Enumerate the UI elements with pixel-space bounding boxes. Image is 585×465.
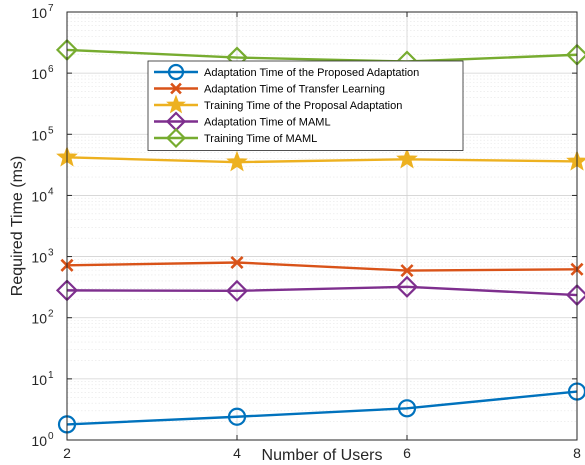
marker-x (230, 255, 244, 270)
x-axis-label: Number of Users (262, 447, 383, 464)
y-tick-exponent: 1 (48, 370, 54, 381)
legend-label: Adaptation Time of the Proposed Adaptati… (204, 67, 419, 79)
legend-label: Training Time of the Proposal Adaptation (204, 100, 402, 112)
y-tick-label: 10 (31, 5, 47, 21)
y-tick-label: 10 (31, 250, 47, 266)
x-tick-label: 8 (573, 445, 581, 461)
grid-minor (67, 14, 577, 422)
legend-item-1: Adaptation Time of Transfer Learning (154, 82, 385, 96)
marker-star (396, 147, 418, 169)
legend-label: Training Time of MAML (204, 133, 317, 145)
y-tick-label: 10 (31, 66, 47, 82)
y-tick-exponent: 4 (48, 186, 54, 197)
x-tick-labels: 2 4 6 8 (63, 12, 581, 461)
marker-circle (167, 63, 185, 81)
series-line (66, 285, 578, 297)
marker-diamond (165, 127, 187, 149)
y-tick-exponent: 6 (48, 64, 54, 75)
series-line (66, 390, 578, 426)
y-tick-exponent: 0 (48, 431, 54, 442)
y-tick-label: 10 (31, 188, 47, 204)
legend-label: Adaptation Time of Transfer Learning (204, 84, 385, 96)
y-tick-exponent: 3 (48, 248, 54, 259)
marker-star (166, 94, 186, 114)
x-tick-label: 4 (233, 445, 241, 461)
y-tick-label: 10 (31, 311, 47, 327)
marker-circle (227, 407, 247, 426)
y-tick-label: 10 (31, 127, 47, 143)
y-tick-label: 10 (31, 433, 47, 449)
series-line (66, 48, 578, 63)
y-tick-exponent: 5 (48, 125, 54, 136)
series-line (66, 261, 578, 272)
y-tick-label: 10 (31, 372, 47, 388)
legend-item-2: Training Time of the Proposal Adaptation (154, 94, 402, 114)
marker-x (170, 82, 182, 95)
legend-item-0: Adaptation Time of the Proposed Adaptati… (154, 63, 419, 81)
marker-diamond (225, 279, 249, 302)
y-tick-exponent: 7 (48, 3, 54, 14)
marker-star (226, 150, 248, 172)
marker-x (400, 264, 414, 278)
legend-box (147, 60, 464, 151)
plot-frame (66, 11, 578, 441)
legend-label: Adaptation Time of MAML (204, 117, 331, 129)
legend-item-4: Training Time of MAML (154, 127, 317, 149)
x-tick-label: 2 (63, 445, 71, 461)
series-line (66, 156, 578, 164)
x-tick-label: 6 (403, 445, 411, 461)
y-tick-exponent: 2 (48, 309, 54, 320)
legend: Adaptation Time of the Proposed Adaptati… (147, 60, 464, 151)
marker-diamond (395, 275, 419, 298)
marker-circle (397, 399, 417, 418)
y-axis-label: Required Time (ms) (9, 156, 26, 296)
